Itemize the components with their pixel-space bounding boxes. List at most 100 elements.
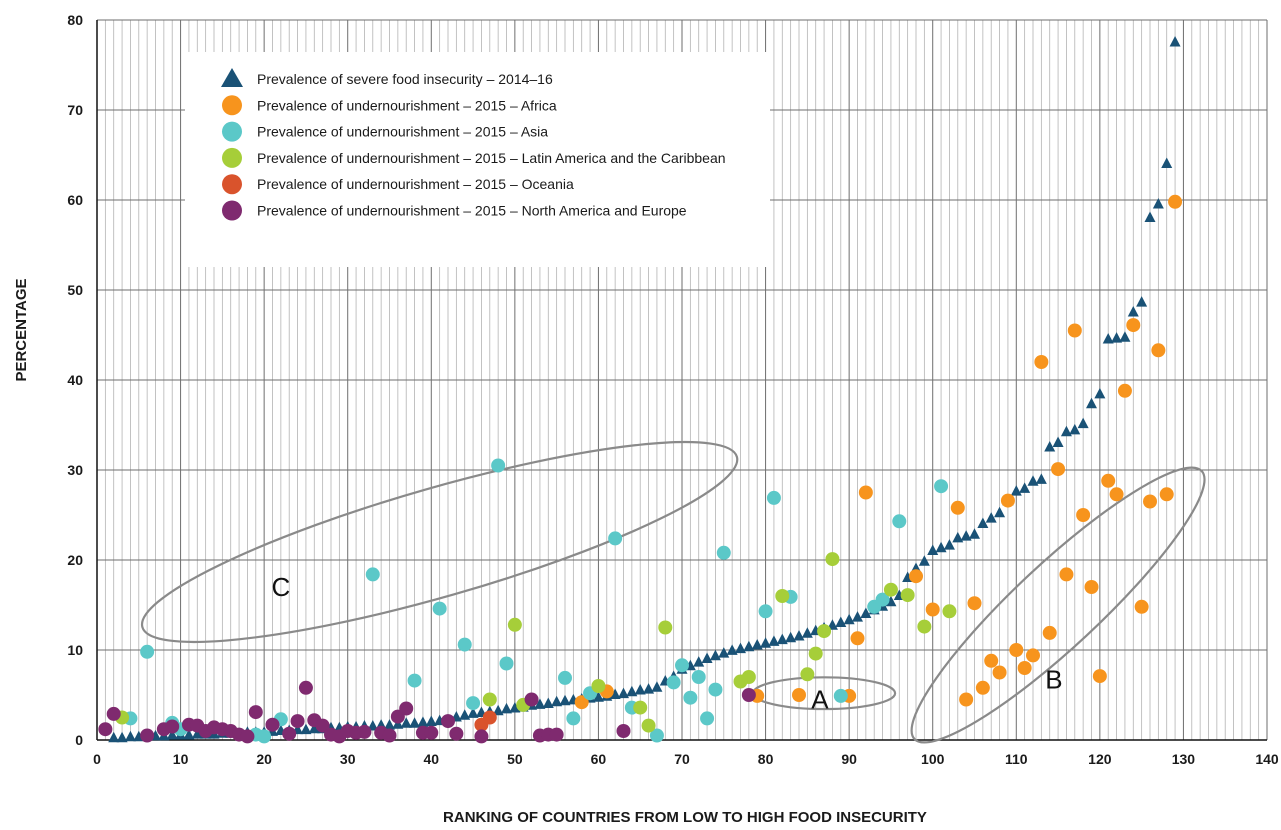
x-tick-label: 10 <box>173 751 189 767</box>
food-insecurity-triangle <box>1060 425 1072 437</box>
undernourishment-dot-series-2 <box>432 601 447 616</box>
data-layer <box>98 36 1183 744</box>
undernourishment-dot-series-1 <box>858 485 873 500</box>
food-insecurity-triangle <box>1119 331 1131 342</box>
undernourishment-dot-series-1 <box>950 500 965 515</box>
undernourishment-dot-series-1 <box>984 653 999 668</box>
undernourishment-dot-series-5 <box>399 701 414 716</box>
food-insecurity-triangle <box>166 729 178 740</box>
undernourishment-dot-series-3 <box>641 718 656 733</box>
food-insecurity-triangle <box>626 685 638 697</box>
undernourishment-dot-series-1 <box>1084 580 1099 594</box>
undernourishment-dot-series-3 <box>633 700 648 715</box>
legend-entry-label: Prevalence of undernourishment – 2015 – … <box>257 203 687 219</box>
undernourishment-dot-series-1 <box>1159 487 1174 502</box>
y-tick-label: 70 <box>67 102 83 118</box>
legend-circle-icon <box>222 121 242 142</box>
food-insecurity-triangle <box>417 716 429 727</box>
undernourishment-dot-series-1 <box>1151 343 1166 358</box>
legend-circle-icon <box>222 200 242 221</box>
undernourishment-dot-series-5 <box>240 729 255 744</box>
food-insecurity-triangle <box>1069 423 1081 435</box>
legend-entry-label: Prevalence of undernourishment – 2015 – … <box>257 176 574 192</box>
food-insecurity-triangle <box>977 517 989 528</box>
undernourishment-dot-series-5 <box>741 688 756 702</box>
undernourishment-dot-series-3 <box>808 646 823 661</box>
undernourishment-dot-series-2 <box>407 673 422 688</box>
undernourishment-dot-series-1 <box>792 688 806 702</box>
food-insecurity-triangle <box>509 702 521 713</box>
undernourishment-dot-series-1 <box>967 596 982 611</box>
undernourishment-dot-series-3 <box>883 582 898 597</box>
food-insecurity-triangle <box>425 715 437 726</box>
food-insecurity-triangle <box>400 717 412 728</box>
x-tick-label: 120 <box>1088 751 1112 767</box>
food-insecurity-triangle <box>492 704 504 716</box>
x-tick-label: 30 <box>340 751 356 767</box>
food-insecurity-triangle <box>1169 36 1181 47</box>
x-tick-label: 130 <box>1172 751 1196 767</box>
undernourishment-dot-series-2 <box>558 670 572 685</box>
food-insecurity-triangle <box>743 640 755 652</box>
undernourishment-dot-series-5 <box>549 727 564 742</box>
undernourishment-dot-series-3 <box>942 604 957 619</box>
food-insecurity-triangle <box>1077 417 1089 429</box>
food-insecurity-triangle <box>551 695 563 707</box>
undernourishment-dot-series-1 <box>1109 487 1124 502</box>
x-axis-label: RANKING OF COUNTRIES FROM LOW TO HIGH FO… <box>443 809 927 826</box>
x-tick-label: 110 <box>1005 751 1028 767</box>
undernourishment-dot-series-1 <box>1017 661 1032 675</box>
undernourishment-dot-series-1 <box>1134 599 1149 614</box>
annotation-label-b: B <box>1045 665 1062 695</box>
food-insecurity-triangle <box>952 531 964 543</box>
food-insecurity-triangle <box>760 637 772 648</box>
undernourishment-dot-series-2 <box>365 567 380 582</box>
undernourishment-dot-series-2 <box>140 644 155 659</box>
food-insecurity-triangle <box>1052 436 1064 447</box>
food-insecurity-triangle <box>943 539 955 550</box>
annotation-label-a: A <box>811 685 829 715</box>
undernourishment-dot-series-5 <box>424 725 439 740</box>
undernourishment-dot-series-1 <box>1067 323 1082 338</box>
food-insecurity-triangle <box>542 697 554 708</box>
undernourishment-dot-series-1 <box>925 602 940 617</box>
undernourishment-dot-series-5 <box>357 724 372 739</box>
undernourishment-dot-series-2 <box>566 711 581 726</box>
food-insecurity-triangle <box>969 528 980 539</box>
undernourishment-dot-series-2 <box>716 545 731 560</box>
food-insecurity-triangle <box>459 709 471 720</box>
food-insecurity-triangle <box>534 698 546 709</box>
undernourishment-dot-series-3 <box>741 670 756 684</box>
food-insecurity-triangle <box>592 691 604 702</box>
y-axis-label: PERCENTAGE <box>13 278 30 381</box>
undernourishment-dot-series-1 <box>1051 462 1066 477</box>
undernourishment-dot-series-1 <box>992 665 1007 680</box>
undernourishment-dot-series-3 <box>591 679 606 693</box>
food-insecurity-triangle <box>409 717 421 728</box>
annotation-ellipse-b <box>910 466 1206 744</box>
legend: Prevalence of severe food insecurity – 2… <box>185 52 770 267</box>
food-insecurity-triangle <box>960 530 972 541</box>
undernourishment-dot-series-5 <box>315 718 330 733</box>
undernourishment-dot-series-1 <box>1126 318 1141 333</box>
undernourishment-dot-series-1 <box>1059 567 1074 582</box>
food-insecurity-triangle <box>768 635 780 646</box>
undernourishment-dot-series-1 <box>909 569 923 584</box>
annotation-ellipse-c <box>140 440 739 644</box>
undernourishment-dot-series-2 <box>457 637 472 652</box>
legend-entry-label: Prevalence of undernourishment – 2015 – … <box>257 150 726 166</box>
y-tick-label: 0 <box>75 732 83 748</box>
undernourishment-dot-series-1 <box>574 695 589 710</box>
legend-circle-icon <box>222 174 242 195</box>
undernourishment-dot-series-5 <box>248 705 263 720</box>
undernourishment-dot-series-5 <box>474 729 489 744</box>
food-insecurity-triangle <box>935 541 947 553</box>
food-insecurity-triangle <box>801 627 813 638</box>
food-insecurity-triangle <box>124 730 136 742</box>
food-insecurity-triangle <box>793 630 805 641</box>
undernourishment-dot-series-5 <box>524 692 539 707</box>
undernourishment-dot-series-2 <box>683 690 698 705</box>
x-tick-label: 80 <box>758 751 774 767</box>
undernourishment-dot-series-1 <box>1009 643 1024 657</box>
